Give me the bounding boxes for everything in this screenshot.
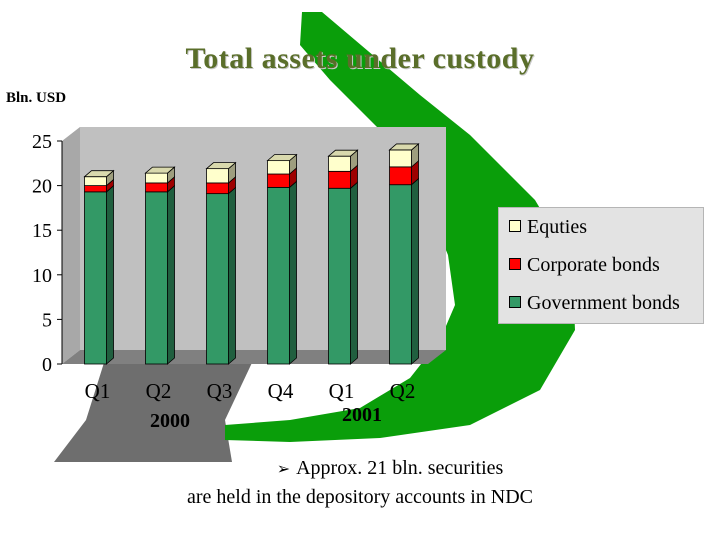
x-tick-label-1: Q1 — [85, 379, 111, 403]
y-tick-label-25: 25 — [32, 131, 52, 153]
y-tick-label-15: 15 — [32, 220, 52, 242]
corporate-bonds-bar-5 — [328, 170, 351, 189]
equties-bar-6 — [389, 149, 412, 168]
y-tick-label-0: 0 — [42, 354, 52, 376]
equties-bar-3-top — [205, 162, 237, 170]
government-bonds-bar-5-side — [350, 181, 358, 365]
x-tick-label-6: Q2 — [390, 379, 416, 403]
year-group-label-2001: 2001 — [342, 404, 382, 426]
x-tick-label-2: Q2 — [146, 379, 172, 403]
unit-label: Bln. USD — [6, 90, 67, 106]
legend-swatch-government-bonds — [509, 296, 521, 308]
note-line-1-text: Approx. 21 bln. securities — [296, 457, 504, 479]
y-tick-label-20: 20 — [32, 176, 52, 198]
government-bonds-bar-3 — [206, 193, 229, 365]
x-tick-label-4: Q4 — [268, 379, 294, 403]
legend-item-equities: Equties — [509, 216, 587, 240]
equties-bar-1-top — [83, 170, 115, 178]
note-line-2: are held in the depository accounts in N… — [186, 486, 534, 508]
equties-bar-5 — [328, 155, 351, 172]
y-tick-label-10: 10 — [32, 265, 52, 287]
corporate-bonds-bar-1 — [84, 185, 107, 193]
y-tick-label-5: 5 — [42, 309, 52, 331]
corporate-bonds-bar-4 — [267, 173, 290, 188]
grey-arrow-shape — [54, 350, 258, 462]
x-tick-label-3: Q3 — [207, 379, 233, 403]
note-line-1: ➢ Approx. 21 bln. securities — [0, 457, 720, 480]
corporate-bonds-bar-3 — [206, 182, 229, 195]
government-bonds-bar-1-side — [106, 184, 114, 365]
year-group-label-2000: 2000 — [150, 410, 190, 432]
government-bonds-bar-1 — [84, 191, 107, 365]
government-bonds-bar-3-side — [228, 186, 236, 365]
government-bonds-bar-6 — [389, 184, 412, 365]
chart-side-wall — [62, 127, 80, 364]
equties-bar-4-top — [266, 154, 298, 162]
green-arrow-shape — [225, 12, 575, 442]
legend-label-government-bonds: Government bonds — [527, 292, 680, 314]
government-bonds-bar-5 — [328, 187, 351, 365]
legend-swatch-equities — [509, 220, 521, 232]
legend-item-government-bonds: Government bonds — [509, 292, 680, 316]
chart-floor — [62, 350, 446, 364]
slide-title: Total assets under custody — [185, 42, 535, 75]
government-bonds-bar-4 — [267, 186, 290, 365]
government-bonds-bar-2 — [145, 191, 168, 365]
equties-bar-2-top — [144, 166, 176, 174]
government-bonds-bar-4-side — [289, 180, 297, 365]
corporate-bonds-bar-6 — [389, 166, 412, 186]
legend-item-corporate-bonds: Corporate bonds — [509, 254, 660, 278]
equties-bar-5-top — [327, 149, 359, 157]
equties-bar-4 — [267, 160, 290, 175]
arrow-bullet-icon: ➢ — [276, 461, 291, 478]
legend-label-equities: Equties — [527, 216, 587, 238]
corporate-bonds-bar-2 — [145, 182, 168, 193]
legend-label-corporate-bonds: Corporate bonds — [527, 254, 660, 276]
government-bonds-bar-6-side — [411, 177, 419, 365]
government-bonds-bar-2-side — [167, 184, 175, 365]
x-tick-label-5: Q1 — [329, 379, 355, 403]
equties-bar-1 — [84, 176, 107, 186]
equties-bar-3 — [206, 168, 229, 184]
chart-legend: Equties Corporate bonds Government bonds — [498, 207, 704, 324]
legend-swatch-corporate-bonds — [509, 258, 521, 270]
equties-bar-2 — [145, 172, 168, 184]
equties-bar-6-top — [388, 143, 420, 151]
